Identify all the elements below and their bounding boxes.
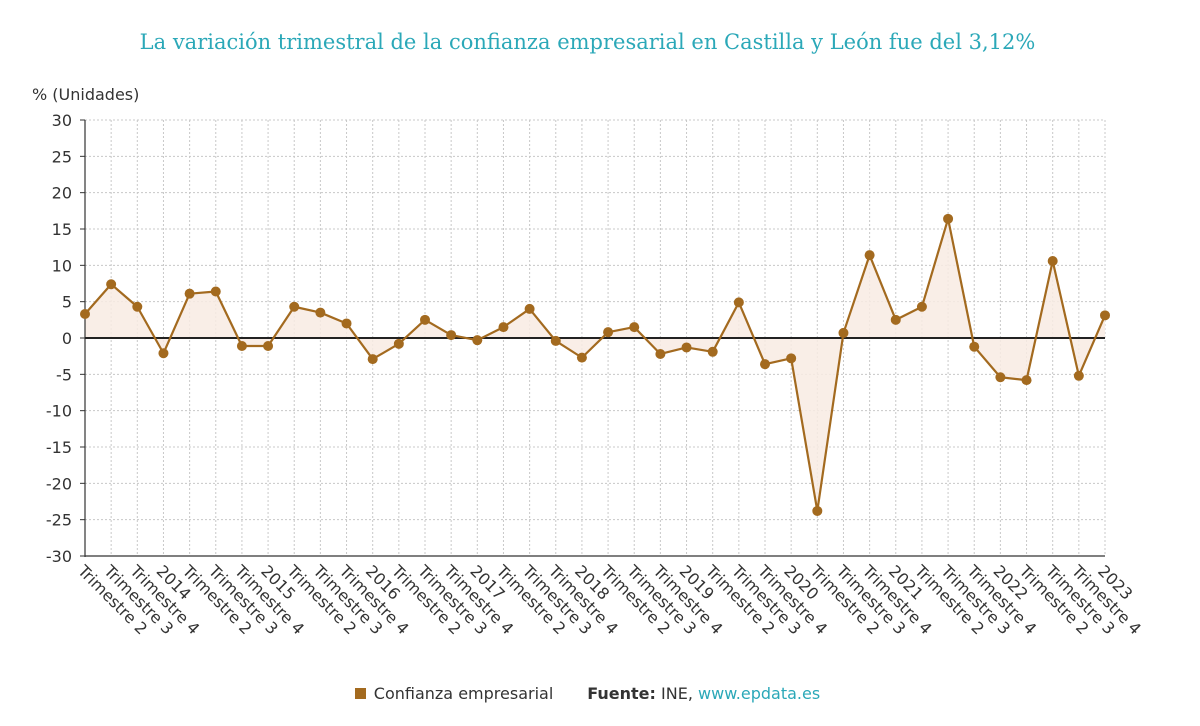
y-tick-label: -10 <box>46 402 72 421</box>
area-layer <box>85 218 1105 511</box>
series-line <box>84 217 1107 513</box>
data-point <box>838 327 849 338</box>
data-point <box>446 330 457 341</box>
y-tick-label: 10 <box>52 256 72 275</box>
y-tick-label: 0 <box>62 329 72 348</box>
data-point <box>263 340 274 351</box>
y-tick-labels: 30 25 20 15 10 5 0 -5 -10 -15 -20 -25 -30 <box>46 111 72 566</box>
data-point <box>524 303 535 314</box>
data-point <box>289 301 300 312</box>
data-point <box>367 354 378 365</box>
data-point <box>158 348 169 359</box>
data-point <box>472 335 483 346</box>
y-tick-label: 25 <box>52 147 72 166</box>
y-tick-label: -25 <box>46 511 72 530</box>
axis-layer <box>80 119 1105 557</box>
data-point <box>603 327 614 338</box>
data-point <box>812 505 823 516</box>
data-point <box>890 314 901 325</box>
data-point <box>995 372 1006 383</box>
data-point <box>341 318 352 329</box>
data-point <box>1073 370 1084 381</box>
data-point <box>1021 375 1032 386</box>
data-point <box>550 335 561 346</box>
data-point <box>210 286 221 297</box>
data-point <box>420 314 430 325</box>
y-tick-label: 15 <box>52 220 72 239</box>
point-layer <box>80 213 1110 516</box>
data-point <box>733 297 744 308</box>
data-point <box>132 301 143 312</box>
line-layer <box>84 217 1107 513</box>
legend-swatch <box>354 688 366 699</box>
legend: Confianza empresarial Fuente: INE, www.ep… <box>0 684 1175 703</box>
data-point <box>655 348 666 359</box>
y-tick-label: -20 <box>46 474 72 493</box>
data-point <box>315 307 326 318</box>
y-axis-label: % (Unidades) <box>32 85 140 104</box>
series-area <box>85 218 1105 511</box>
data-point <box>106 279 117 290</box>
data-point <box>760 359 770 370</box>
chart-title: La variación trimestral de la confianza … <box>139 30 1036 54</box>
data-point <box>498 322 509 333</box>
source-name: INE, <box>661 684 693 703</box>
y-tick-label: 20 <box>52 184 72 203</box>
source-link[interactable]: www.epdata.es <box>698 684 821 703</box>
y-tick-label: 30 <box>52 111 72 130</box>
y-tick-label: -30 <box>46 547 72 566</box>
data-point <box>236 340 247 351</box>
source-label: Fuente: <box>587 684 656 703</box>
data-point <box>943 213 954 224</box>
y-tick-label: -5 <box>56 365 72 384</box>
legend-series-label: Confianza empresarial <box>373 684 554 703</box>
data-point <box>916 301 927 312</box>
data-point <box>184 288 195 299</box>
data-point <box>1100 310 1110 321</box>
data-point <box>576 352 587 363</box>
data-point <box>786 353 797 364</box>
y-tick-label: 5 <box>62 293 72 312</box>
data-point <box>969 341 980 352</box>
data-point <box>80 309 90 320</box>
y-tick-label: -15 <box>46 438 72 457</box>
data-point <box>629 322 640 333</box>
data-point <box>1047 255 1058 266</box>
data-point <box>393 338 404 349</box>
data-point <box>864 250 875 261</box>
data-point <box>707 346 718 357</box>
data-point <box>681 342 692 353</box>
